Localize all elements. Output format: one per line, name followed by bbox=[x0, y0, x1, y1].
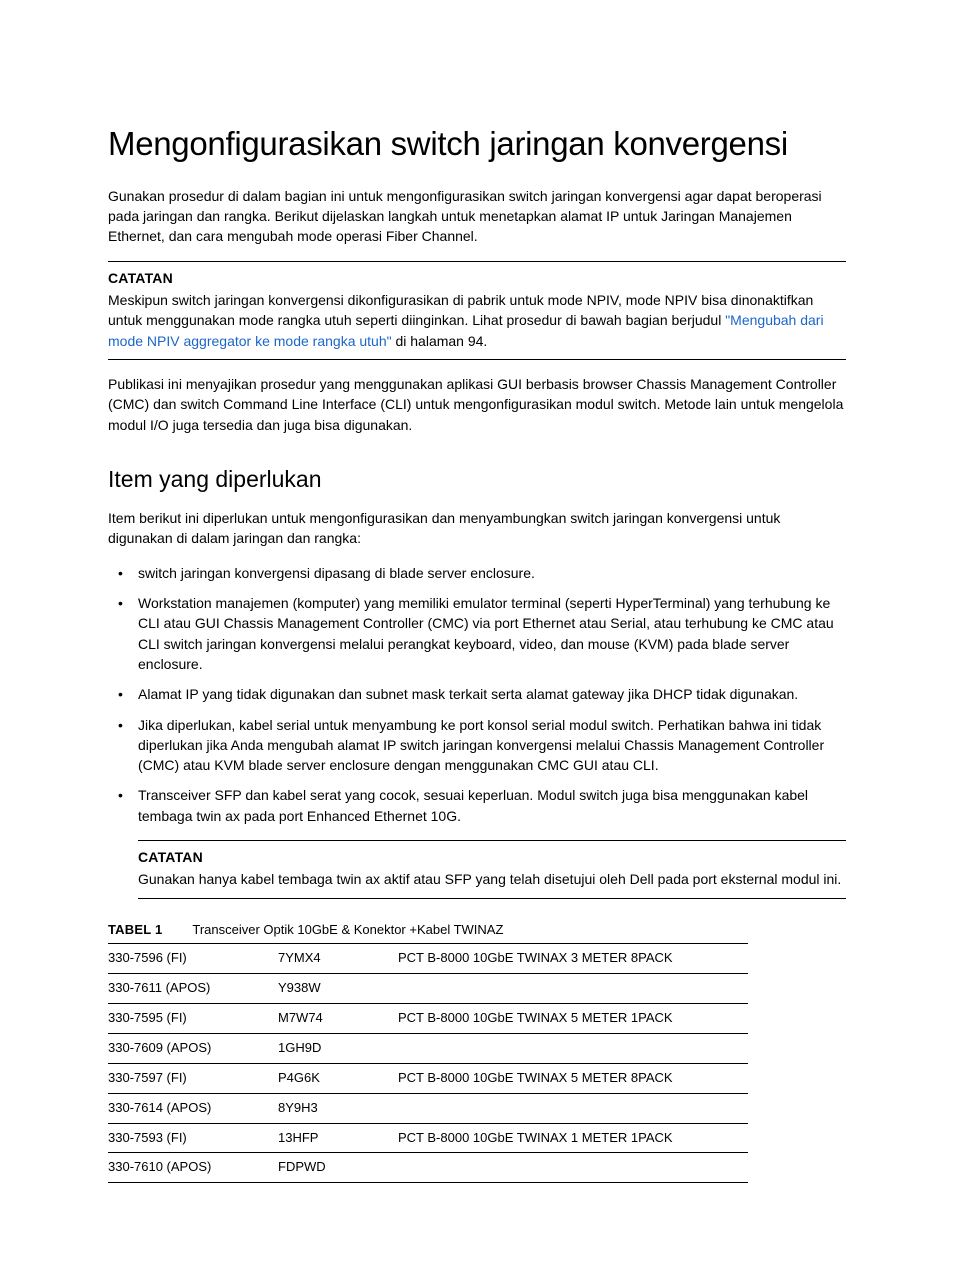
cell-code: M7W74 bbox=[278, 1004, 398, 1034]
cell-desc bbox=[398, 974, 748, 1004]
list-item: Alamat IP yang tidak digunakan dan subne… bbox=[108, 684, 846, 704]
table-row: 330-7610 (APOS)FDPWD bbox=[108, 1153, 748, 1183]
note-text-after: di halaman 94. bbox=[392, 333, 488, 349]
table-row: 330-7611 (APOS)Y938W bbox=[108, 974, 748, 1004]
page-title: Mengonfigurasikan switch jaringan konver… bbox=[108, 120, 846, 168]
cell-desc bbox=[398, 1153, 748, 1183]
note-label: CATATAN bbox=[138, 847, 846, 867]
list-item: Jika diperlukan, kabel serial untuk meny… bbox=[108, 715, 846, 776]
intro-paragraph: Gunakan prosedur di dalam bagian ini unt… bbox=[108, 186, 846, 247]
list-item: Workstation manajemen (komputer) yang me… bbox=[108, 593, 846, 674]
cell-desc: PCT B-8000 10GbE TWINAX 5 METER 1PACK bbox=[398, 1004, 748, 1034]
cell-code: FDPWD bbox=[278, 1153, 398, 1183]
section-intro: Item berikut ini diperlukan untuk mengon… bbox=[108, 508, 846, 549]
table-row: 330-7596 (FI)7YMX4PCT B-8000 10GbE TWINA… bbox=[108, 944, 748, 974]
transceiver-table: 330-7596 (FI)7YMX4PCT B-8000 10GbE TWINA… bbox=[108, 943, 748, 1183]
table-caption-text: Transceiver Optik 10GbE & Konektor +Kabe… bbox=[192, 922, 503, 937]
cell-desc: PCT B-8000 10GbE TWINAX 5 METER 8PACK bbox=[398, 1063, 748, 1093]
section-title-items: Item yang diperlukan bbox=[108, 463, 846, 496]
table-label: TABEL 1 bbox=[108, 922, 162, 937]
cell-part: 330-7597 (FI) bbox=[108, 1063, 278, 1093]
table-row: 330-7593 (FI)13HFPPCT B-8000 10GbE TWINA… bbox=[108, 1123, 748, 1153]
cell-code: 13HFP bbox=[278, 1123, 398, 1153]
cell-part: 330-7611 (APOS) bbox=[108, 974, 278, 1004]
cell-desc: PCT B-8000 10GbE TWINAX 1 METER 1PACK bbox=[398, 1123, 748, 1153]
note-label: CATATAN bbox=[108, 268, 846, 288]
table-row: 330-7609 (APOS)1GH9D bbox=[108, 1033, 748, 1063]
cell-code: Y938W bbox=[278, 974, 398, 1004]
table-row: 330-7614 (APOS)8Y9H3 bbox=[108, 1093, 748, 1123]
cell-part: 330-7610 (APOS) bbox=[108, 1153, 278, 1183]
table-row: 330-7597 (FI)P4G6KPCT B-8000 10GbE TWINA… bbox=[108, 1063, 748, 1093]
cell-part: 330-7595 (FI) bbox=[108, 1004, 278, 1034]
cell-part: 330-7609 (APOS) bbox=[108, 1033, 278, 1063]
cell-part: 330-7614 (APOS) bbox=[108, 1093, 278, 1123]
table-caption: TABEL 1 Transceiver Optik 10GbE & Konekto… bbox=[108, 921, 846, 940]
cell-part: 330-7596 (FI) bbox=[108, 944, 278, 974]
cell-code: 8Y9H3 bbox=[278, 1093, 398, 1123]
cell-desc bbox=[398, 1033, 748, 1063]
paragraph-2: Publikasi ini menyajikan prosedur yang m… bbox=[108, 374, 846, 435]
list-item: switch jaringan konvergensi dipasang di … bbox=[108, 563, 846, 583]
note-block-2: CATATAN Gunakan hanya kabel tembaga twin… bbox=[138, 840, 846, 899]
note-block-1: CATATAN Meskipun switch jaringan konverg… bbox=[108, 261, 846, 360]
cell-code: P4G6K bbox=[278, 1063, 398, 1093]
cell-code: 1GH9D bbox=[278, 1033, 398, 1063]
cell-code: 7YMX4 bbox=[278, 944, 398, 974]
note-text-before: Meskipun switch jaringan konvergensi dik… bbox=[108, 292, 813, 328]
bullet-list: switch jaringan konvergensi dipasang di … bbox=[108, 563, 846, 826]
note-body: Gunakan hanya kabel tembaga twin ax akti… bbox=[138, 869, 846, 889]
cell-desc: PCT B-8000 10GbE TWINAX 3 METER 8PACK bbox=[398, 944, 748, 974]
list-item: Transceiver SFP dan kabel serat yang coc… bbox=[108, 785, 846, 826]
cell-desc bbox=[398, 1093, 748, 1123]
note-body: Meskipun switch jaringan konvergensi dik… bbox=[108, 290, 846, 351]
cell-part: 330-7593 (FI) bbox=[108, 1123, 278, 1153]
table-row: 330-7595 (FI)M7W74PCT B-8000 10GbE TWINA… bbox=[108, 1004, 748, 1034]
